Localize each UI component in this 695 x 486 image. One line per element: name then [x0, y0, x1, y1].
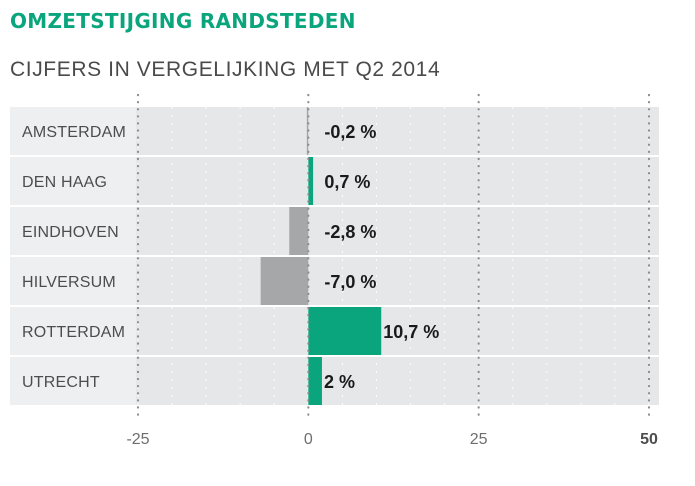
- row-label-cell: [10, 307, 136, 355]
- category-label: ROTTERDAM: [22, 324, 125, 341]
- x-tick-label: 50: [640, 431, 658, 448]
- value-label: 10,7 %: [383, 322, 439, 342]
- category-label: DEN HAAG: [22, 174, 107, 191]
- row-label-cell: [10, 357, 136, 405]
- bar: [308, 157, 314, 205]
- chart-title: OMZETSTIJGING RANDSTEDEN: [10, 9, 356, 33]
- value-label: -0,2 %: [324, 122, 376, 142]
- bar: [260, 257, 309, 305]
- row-label-cell: [10, 207, 136, 255]
- bar: [308, 357, 322, 405]
- x-tick-label: -25: [126, 431, 149, 448]
- value-label: 2 %: [324, 372, 355, 392]
- x-tick-label: 0: [304, 431, 313, 448]
- bar: [308, 307, 382, 355]
- value-label: 0,7 %: [324, 172, 370, 192]
- bar: [289, 207, 309, 255]
- x-tick-label: 25: [470, 431, 488, 448]
- chart-subtitle: CIJFERS IN VERGELIJKING MET Q2 2014: [10, 58, 441, 81]
- category-label: HILVERSUM: [22, 274, 116, 291]
- category-label: AMSTERDAM: [22, 124, 126, 141]
- row-label-cell: [10, 257, 136, 305]
- value-label: -2,8 %: [324, 222, 376, 242]
- value-label: -7,0 %: [324, 272, 376, 292]
- row-label-cell: [10, 157, 136, 205]
- row-label-cell: [10, 107, 136, 155]
- category-label: EINDHOVEN: [22, 224, 119, 241]
- category-label: UTRECHT: [22, 374, 100, 391]
